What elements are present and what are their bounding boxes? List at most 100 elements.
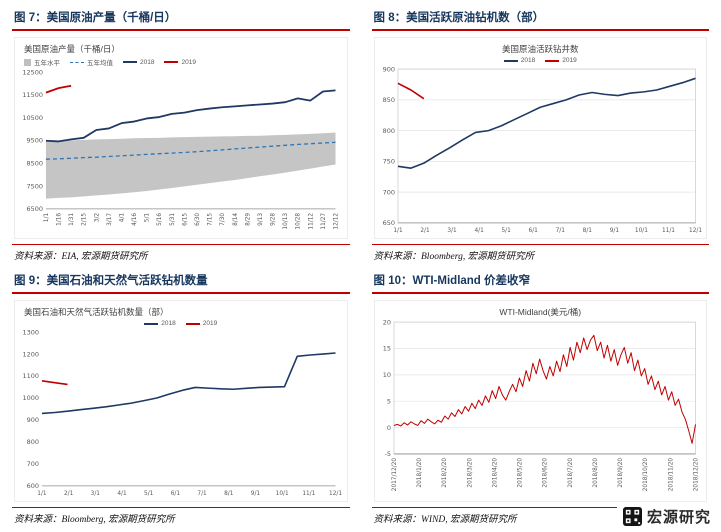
publisher-watermark: 宏源研究 — [616, 504, 713, 529]
svg-text:10/28: 10/28 — [296, 213, 302, 230]
svg-text:10/1: 10/1 — [634, 228, 647, 234]
figure-9-chart: 美国石油和天然气活跃钻机数量（部） 2018 2019 600 700 800 900 1… — [14, 300, 348, 502]
svg-text:1/1: 1/1 — [44, 213, 50, 223]
legend-item: 2018 — [123, 59, 154, 66]
svg-text:2/1: 2/1 — [420, 228, 430, 234]
chart-canvas: 6500 7500 8500 9500 10500 11500 12500 1/1 1/16 1/… — [22, 68, 340, 230]
figure-7-source: 资料来源：EIA, 宏源期货研究所 — [12, 244, 350, 263]
legend-label: 2019 — [202, 320, 218, 327]
legend-label: 2018 — [161, 320, 176, 327]
svg-text:900: 900 — [382, 65, 394, 73]
figure-10-chart: WTI-Midland(美元/桶) -5 0 5 10 15 20 2017/12/20 20… — [373, 300, 707, 502]
svg-text:4/1: 4/1 — [119, 213, 125, 223]
legend-item: 五年水平 — [24, 57, 60, 67]
legend-label: 五年水平 — [34, 60, 60, 67]
svg-text:1000: 1000 — [22, 394, 39, 402]
svg-text:9500: 9500 — [26, 137, 43, 145]
svg-text:700: 700 — [27, 460, 39, 468]
svg-text:9/13: 9/13 — [258, 213, 264, 226]
svg-text:6/30: 6/30 — [195, 213, 201, 226]
svg-text:8/14: 8/14 — [233, 213, 239, 226]
figure-9-title: 图 9：美国石油和天然气活跃钻机数量 — [12, 271, 350, 294]
svg-text:6/15: 6/15 — [182, 213, 188, 226]
svg-text:9/1: 9/1 — [609, 228, 619, 234]
svg-text:700: 700 — [382, 188, 394, 196]
svg-text:12500: 12500 — [22, 68, 43, 76]
svg-text:4/1: 4/1 — [474, 228, 484, 234]
figure-9-source: 资料来源：Bloomberg, 宏源期货研究所 — [12, 507, 350, 526]
svg-text:2018/6/20: 2018/6/20 — [542, 458, 548, 488]
svg-text:4/16: 4/16 — [132, 213, 138, 226]
svg-text:8/29: 8/29 — [245, 213, 251, 226]
svg-text:900: 900 — [27, 416, 39, 424]
svg-text:2018/7/20: 2018/7/20 — [567, 458, 573, 488]
svg-text:850: 850 — [382, 96, 394, 104]
svg-text:-5: -5 — [384, 450, 390, 458]
svg-text:2018/9/20: 2018/9/20 — [618, 458, 624, 488]
chart-title: WTI-Midland(美元/桶) — [499, 307, 582, 317]
svg-text:800: 800 — [382, 127, 394, 135]
svg-text:7/30: 7/30 — [220, 213, 226, 226]
svg-text:600: 600 — [27, 482, 39, 490]
svg-text:6500: 6500 — [26, 205, 43, 213]
svg-text:6/1: 6/1 — [171, 491, 181, 497]
svg-text:1/31: 1/31 — [69, 213, 75, 226]
svg-text:1300: 1300 — [22, 328, 39, 336]
chart-legend: 2018 2019 — [378, 55, 704, 65]
svg-text:5/1: 5/1 — [144, 491, 154, 497]
svg-text:11/1: 11/1 — [302, 491, 315, 497]
legend-swatch — [70, 61, 84, 63]
svg-text:10/1: 10/1 — [276, 491, 289, 497]
figure-7: 图 7：美国原油产量（千桶/日） 美国原油产量（千桶/日） 五年水平 五年均值 20… — [12, 8, 350, 263]
svg-text:2018/2/20: 2018/2/20 — [442, 458, 448, 488]
svg-text:2018/5/20: 2018/5/20 — [517, 458, 523, 488]
svg-text:2018/11/20: 2018/11/20 — [668, 458, 674, 492]
svg-text:8/1: 8/1 — [582, 228, 592, 234]
legend-swatch — [123, 61, 137, 63]
svg-text:7/15: 7/15 — [208, 213, 214, 226]
chart-title: 美国石油和天然气活跃钻机数量（部） — [24, 307, 169, 317]
svg-text:4/1: 4/1 — [117, 491, 127, 497]
svg-text:3/1: 3/1 — [91, 491, 101, 497]
figure-8-title: 图 8：美国活跃原油钻机数（部） — [371, 8, 709, 31]
svg-text:9/1: 9/1 — [251, 491, 261, 497]
legend-swatch — [503, 59, 518, 62]
legend-item: 2019 — [185, 320, 218, 327]
svg-text:750: 750 — [382, 158, 394, 166]
svg-text:2018/12/20: 2018/12/20 — [693, 458, 699, 492]
chart-legend: 五年水平 五年均值 2018 2019 — [18, 55, 344, 68]
svg-text:10500: 10500 — [22, 114, 43, 122]
svg-text:650: 650 — [382, 219, 394, 227]
svg-text:12/12: 12/12 — [334, 213, 340, 230]
svg-text:12/1: 12/1 — [689, 228, 702, 234]
chart-canvas: -5 0 5 10 15 20 2017/12/20 2018/1/20 2018/2/20 20… — [382, 318, 699, 492]
legend-item: 2019 — [164, 59, 196, 66]
svg-text:9/28: 9/28 — [271, 213, 277, 226]
figure-8-source: 资料来源：Bloomberg, 宏源期货研究所 — [371, 244, 709, 263]
svg-text:1/16: 1/16 — [57, 213, 63, 226]
legend-swatch — [185, 322, 200, 325]
chart-canvas: 650 700 750 800 850 900 1/1 2/1 3/1 4/1 5/1 6/1 7/1 8… — [382, 65, 702, 234]
svg-text:3/17: 3/17 — [107, 213, 113, 226]
legend-label: 五年均值 — [87, 60, 113, 67]
svg-text:10/13: 10/13 — [283, 213, 289, 230]
figure-10-title: 图 10：WTI-Midland 价差收窄 — [371, 271, 709, 294]
svg-text:2018/1/20: 2018/1/20 — [417, 458, 423, 488]
svg-text:1100: 1100 — [22, 372, 39, 380]
svg-text:2017/12/20: 2017/12/20 — [391, 458, 397, 492]
svg-text:2/15: 2/15 — [82, 213, 88, 226]
svg-text:3/2: 3/2 — [94, 213, 100, 223]
legend-label: 2018 — [140, 58, 155, 66]
svg-text:6/1: 6/1 — [528, 228, 538, 234]
svg-text:2018/4/20: 2018/4/20 — [492, 458, 498, 488]
svg-text:2018/8/20: 2018/8/20 — [592, 458, 598, 488]
svg-text:5/1: 5/1 — [501, 228, 511, 234]
svg-text:2018/3/20: 2018/3/20 — [467, 458, 473, 488]
figure-10-source: 资料来源：WIND, 宏源期货研究所 — [371, 507, 709, 526]
qr-logo-icon — [622, 507, 642, 526]
chart-legend: 2018 2019 — [18, 318, 344, 328]
svg-text:7/1: 7/1 — [555, 228, 565, 234]
svg-text:7/1: 7/1 — [197, 491, 207, 497]
legend-label: 2019 — [562, 57, 577, 64]
svg-text:1200: 1200 — [22, 350, 39, 358]
